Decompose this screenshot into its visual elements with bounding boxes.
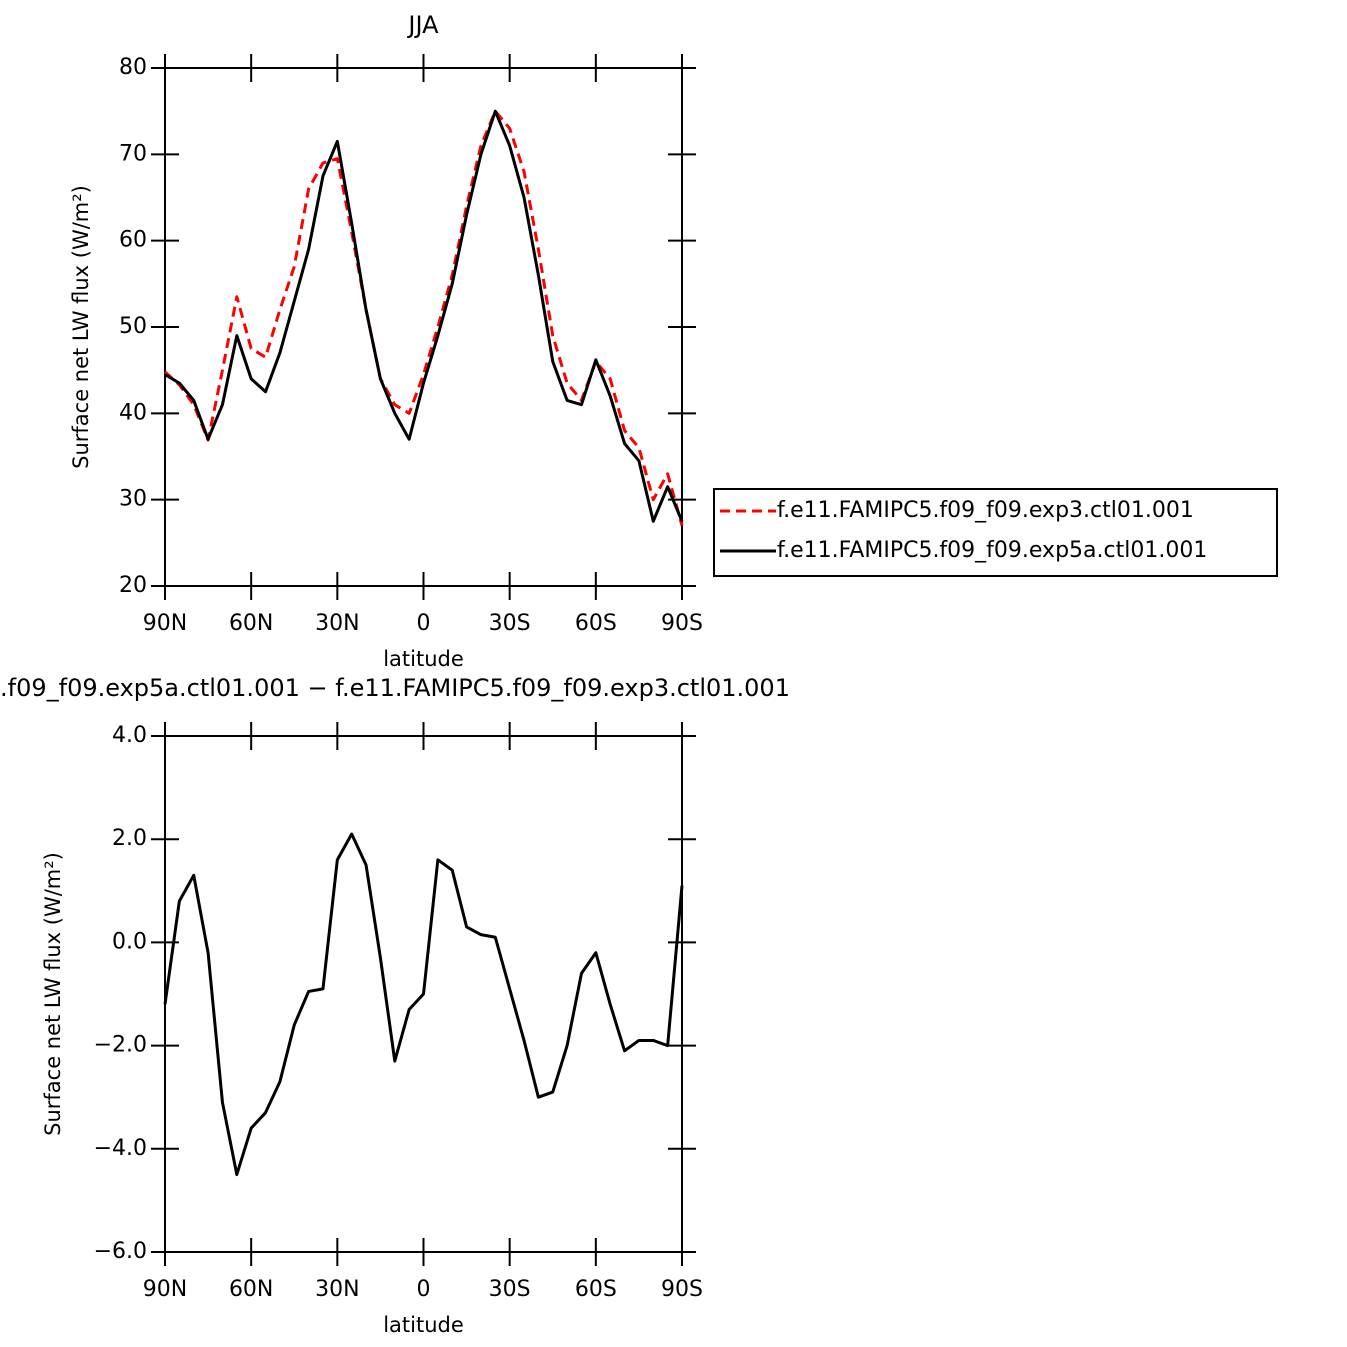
x-tick-label: 30N <box>315 611 359 636</box>
y-axis-label: Surface net LW flux (W/m²) <box>41 852 65 1136</box>
x-tick-label: 60N <box>229 611 273 636</box>
chart-title: JJA <box>406 11 439 39</box>
x-tick-label: 90S <box>661 611 703 636</box>
y-tick-label: 30 <box>119 487 147 512</box>
x-tick-label: 0 <box>417 1277 431 1302</box>
y-tick-label: 20 <box>119 573 147 598</box>
plot-frame <box>164 67 683 587</box>
x-axis-label: latitude <box>383 647 464 671</box>
y-tick-label: 50 <box>119 314 147 339</box>
x-tick-label: 60N <box>229 1277 273 1302</box>
x-tick-label: 90N <box>143 611 187 636</box>
y-tick-label: 70 <box>119 141 147 166</box>
data-line <box>163 109 684 526</box>
y-tick-label: −2.0 <box>94 1033 147 1058</box>
y-tick-label: 0.0 <box>112 929 147 954</box>
x-tick-label: 30N <box>315 1277 359 1302</box>
y-tick-label: −4.0 <box>94 1136 147 1161</box>
x-tick-label: 90N <box>143 1277 187 1302</box>
data-line <box>164 109 684 523</box>
x-tick-label: 0 <box>417 611 431 636</box>
legend-label: f.e11.FAMIPC5.f09_f09.exp3.ctl01.001 <box>777 498 1194 523</box>
y-tick-label: 80 <box>119 55 147 80</box>
y-tick-label: 40 <box>119 400 147 425</box>
y-tick-label: −6.0 <box>94 1239 147 1264</box>
x-axis-label: latitude <box>383 1313 464 1337</box>
x-tick-label: 60S <box>575 1277 617 1302</box>
y-tick-label: 2.0 <box>112 826 147 851</box>
y-tick-label: 60 <box>119 228 147 253</box>
legend-label: f.e11.FAMIPC5.f09_f09.exp5a.ctl01.001 <box>777 538 1207 563</box>
x-tick-label: 60S <box>575 611 617 636</box>
x-tick-label: 90S <box>661 1277 703 1302</box>
x-tick-label: 30S <box>489 611 531 636</box>
chart-title: .f09_f09.exp5a.ctl01.001 − f.e11.FAMIPC5… <box>0 674 790 702</box>
data-line <box>163 832 684 1177</box>
x-tick-label: 30S <box>489 1277 531 1302</box>
legend-box <box>713 488 1278 577</box>
y-axis-label: Surface net LW flux (W/m²) <box>69 185 93 469</box>
y-tick-label: 4.0 <box>112 723 147 748</box>
